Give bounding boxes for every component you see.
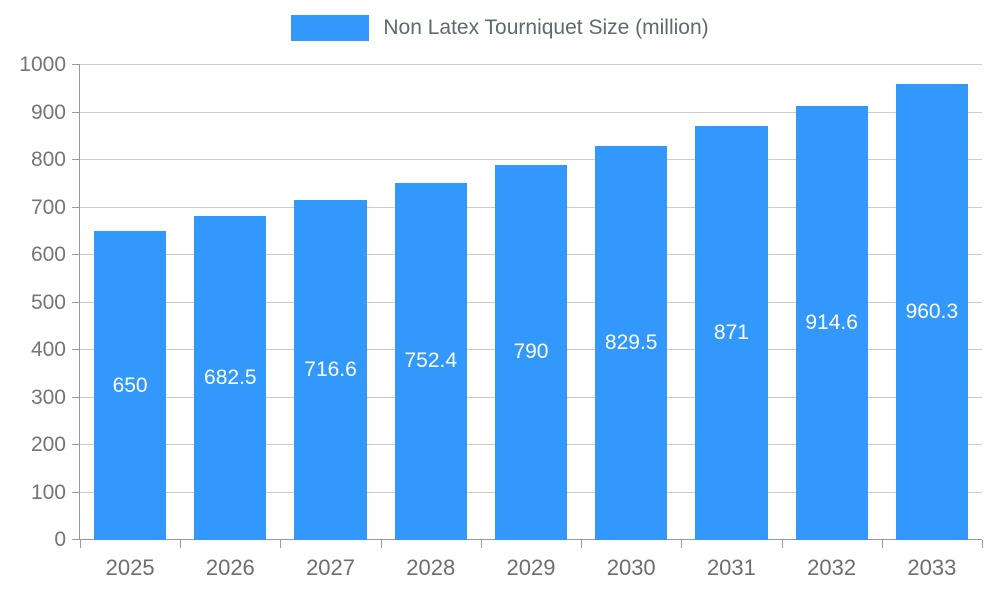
bar-value-label: 871 [713, 321, 749, 345]
x-axis-tick [681, 540, 683, 548]
x-ticks [80, 540, 983, 548]
x-axis-tick [180, 540, 182, 548]
y-axis-tick [72, 539, 80, 540]
bar-value-label: 650 [112, 373, 148, 397]
bar[interactable]: 752.4 [394, 182, 467, 540]
bar[interactable]: 790 [494, 164, 568, 540]
bar[interactable]: 914.6 [795, 105, 868, 540]
bar[interactable]: 871 [695, 126, 768, 540]
x-axis-tick [280, 540, 282, 548]
bar-value-label: 790 [513, 340, 549, 364]
y-axis-tick [72, 444, 80, 445]
x-axis-label: 2029 [506, 555, 556, 580]
plot-area: 0 100 200 300 400 500 600 700 800 900 1000 650 682.… [19, 53, 982, 551]
y-axis-tick [72, 159, 80, 160]
x-axis-tick [781, 540, 783, 548]
y-axis-tick-label: 700 [30, 195, 66, 219]
x-axis-tick [380, 540, 382, 548]
x-axis-tick [581, 540, 583, 548]
x-axis-label: 2025 [105, 555, 155, 580]
x-axis-label: 2031 [706, 555, 756, 580]
y-axis-tick [72, 396, 80, 398]
bar-value-label: 960.3 [905, 299, 959, 323]
x-axis-tick [480, 540, 482, 548]
y-axis-tick-label: 200 [30, 433, 66, 456]
x-axis-labels: 2025 2026 2027 2028 2029 2030 2031 2032 2033 [80, 555, 982, 581]
bar[interactable]: 716.6 [294, 199, 367, 540]
bar[interactable]: 682.5 [194, 215, 267, 540]
y-axis-tick-label: 400 [30, 338, 66, 361]
y-axis-tick-label: 1000 [19, 53, 66, 76]
bar-slot: 752.4 [381, 65, 481, 540]
bar-value-label: 682.5 [204, 365, 257, 389]
bar[interactable]: 650 [94, 231, 167, 540]
bar-slot: 829.5 [581, 65, 681, 540]
x-axis-tick [982, 540, 983, 548]
y-axis-tick [72, 64, 80, 65]
x-axis-tick [80, 540, 81, 548]
bar-slot: 790 [481, 65, 581, 540]
legend-swatch [291, 15, 370, 41]
gridline [80, 159, 982, 160]
x-axis-tick [881, 540, 883, 548]
bar-value-label: 716.6 [304, 357, 357, 381]
y-axis-tick-label: 0 [54, 528, 66, 551]
bars-container: 650 682.5 716.6 752.4 790 829.5 871 914.6 960.3 [80, 65, 982, 540]
bar-value-label: 829.5 [604, 331, 658, 354]
y-axis-tick [72, 349, 80, 350]
x-axis-label: 2030 [606, 555, 656, 580]
x-axis-label: 2028 [406, 555, 456, 580]
bar-slot: 914.6 [782, 65, 882, 540]
bar-slot: 716.6 [280, 65, 380, 540]
y-axis-tick-label: 100 [30, 480, 66, 504]
y-axis-tick [72, 301, 80, 303]
y-axis-tick [72, 111, 80, 113]
x-axis-label: 2032 [807, 555, 857, 580]
bar-slot: 960.3 [882, 65, 982, 540]
y-axis-tick [72, 491, 80, 493]
bar-value-label: 914.6 [805, 310, 858, 334]
chart-legend[interactable]: Non Latex Tourniquet Size (million) [0, 13, 1000, 43]
y-axis-tick-label: 800 [30, 148, 66, 171]
x-axis-label: 2033 [907, 555, 957, 580]
y-axis-tick [72, 206, 80, 208]
gridline [80, 111, 982, 113]
x-axis-label: 2027 [306, 555, 356, 580]
bar-slot: 871 [681, 65, 781, 540]
bar[interactable]: 829.5 [595, 146, 668, 540]
y-axis-tick [72, 254, 80, 255]
bar[interactable]: 960.3 [895, 83, 968, 540]
y-axis-tick-label: 900 [30, 100, 66, 124]
x-axis-label: 2026 [205, 555, 255, 580]
y-axis-tick-label: 500 [30, 290, 66, 314]
legend-label: Non Latex Tourniquet Size (million) [383, 16, 709, 39]
bar-slot: 650 [80, 65, 180, 540]
y-axis-line [79, 65, 80, 540]
bar-value-label: 752.4 [404, 349, 458, 373]
gridline [80, 64, 982, 65]
y-axis-tick-label: 600 [30, 243, 66, 266]
bar-slot: 682.5 [180, 65, 280, 540]
y-axis-tick-label: 300 [30, 385, 66, 409]
